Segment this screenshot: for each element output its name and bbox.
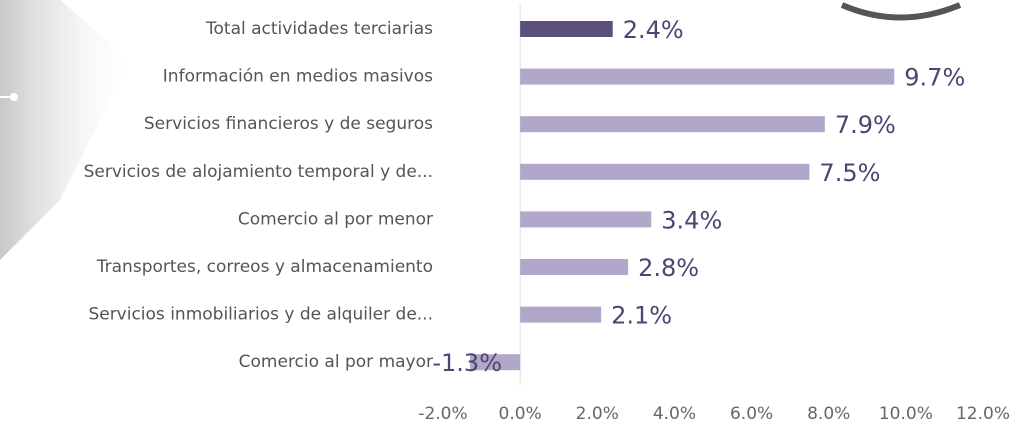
bar [520,306,602,323]
y-tick-label: Servicios de alojamiento temporal y de..… [84,162,433,182]
y-tick-label: Comercio al por menor [238,209,433,229]
bar [520,21,613,37]
y-tick-label: Servicios inmobiliarios y de alquiler de… [88,305,433,325]
data-label: 2.4% [623,16,684,44]
bar [470,354,521,371]
x-tick-label: 12.0% [956,404,1010,424]
y-tick-label: Total actividades terciarias [205,19,433,39]
data-label: 3.4% [661,206,722,234]
bar [520,259,629,275]
y-tick-label: Comercio al por mayor [239,352,433,372]
data-label: 9.7% [904,64,965,92]
y-tick-label: Servicios financieros y de seguros [144,114,433,134]
icon [840,2,962,21]
bar [520,116,825,133]
data-label: 7.9% [835,111,896,139]
x-tick-label: -2.0% [418,404,467,424]
plot-area: -2.0% 0.0% 2.0% 4.0% 6.0% 8.0% 10.0% 12.0% Total… [84,5,1010,424]
bar [520,163,810,180]
x-tick-label: 2.0% [576,404,619,424]
data-label: 2.1% [611,302,672,330]
x-tick-label: 10.0% [879,404,933,424]
background-decoration [0,0,130,260]
data-label: 2.8% [638,254,699,282]
x-tick-label: 0.0% [499,404,542,424]
y-tick-label: Transportes, correos y almacenamiento [96,257,433,277]
x-tick-label: 4.0% [653,404,696,424]
x-tick-label: 8.0% [807,404,850,424]
x-tick-label: 6.0% [730,404,773,424]
data-label: -1.3% [432,349,502,377]
y-tick-label: Información en medios masivos [163,67,433,87]
decoration-dot [10,93,18,101]
bar [520,68,895,85]
bar [520,211,652,228]
data-label: 7.5% [819,159,880,187]
